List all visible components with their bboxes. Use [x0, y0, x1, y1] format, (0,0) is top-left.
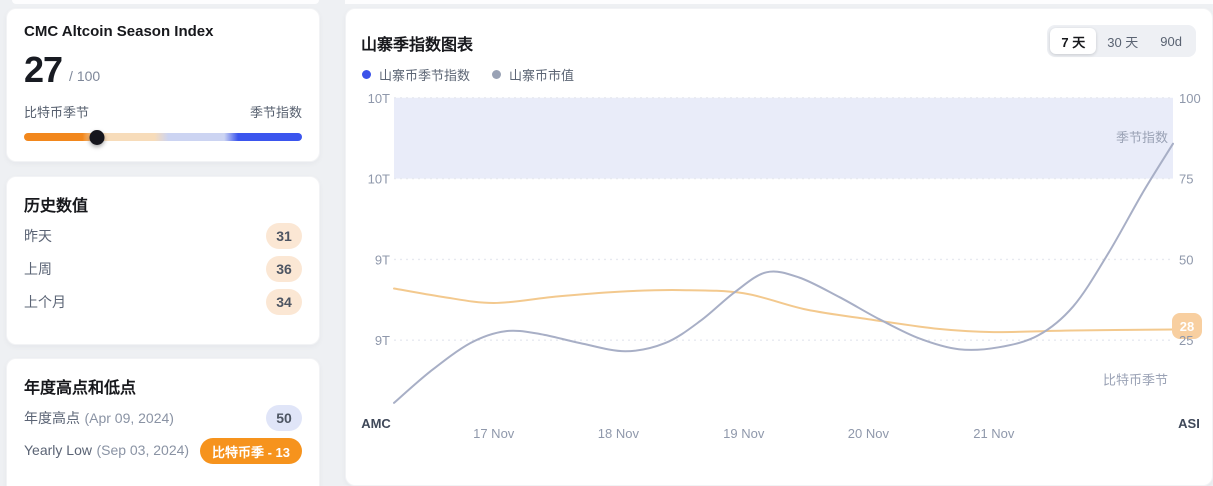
history-row-label: 昨天 [24, 228, 52, 244]
yearly-low-label: Yearly Low [24, 442, 92, 458]
season-gauge [24, 129, 302, 145]
x-axis-right-label: ASI [1178, 416, 1200, 431]
x-axis-tick: 18 Nov [598, 426, 640, 441]
yearly-low-row: Yearly Low (Sep 03, 2024) 比特币季 - 13 [24, 438, 302, 464]
gauge-indicator-dot [89, 129, 105, 145]
zone-label-bitcoin-season: 比特币季节 [1103, 373, 1168, 388]
left-axis-tick: 9T [375, 252, 390, 267]
yearly-high-badge: 50 [266, 405, 302, 431]
left-axis-tick: 10T [368, 172, 390, 187]
gauge-labels: 比特币季节 季节指数 [24, 102, 302, 121]
gauge-bar [24, 132, 302, 141]
legend-dot-gray [492, 70, 502, 79]
yearly-low-label-group: Yearly Low (Sep 03, 2024) [24, 442, 189, 460]
legend-dot-blue [362, 70, 371, 79]
legend-label: 山寨币市值 [509, 68, 575, 83]
series-line-market-cap [393, 142, 1174, 404]
altcoin-season-index-card: CMC Altcoin Season Index 27 / 100 比特币季节 … [6, 8, 320, 162]
yearly-high-label-group: 年度高点 (Apr 09, 2024) [24, 408, 174, 428]
legend-label: 山寨币季节指数 [379, 68, 471, 83]
index-value-row: 27 / 100 [24, 49, 302, 90]
history-row-last-month: 上个月 34 [24, 289, 302, 315]
range-button-7d[interactable]: 7 天 [1050, 28, 1097, 54]
x-axis-tick: 19 Nov [723, 426, 765, 441]
left-axis-tick: 10T [368, 91, 390, 106]
history-value-badge: 31 [266, 223, 302, 249]
season-index-chart-card: 山寨季指数图表 7 天 30 天 90d 山寨币季节指数 山寨币市值 28 季节指… [345, 8, 1213, 486]
yearly-range-title: 年度高点和低点 [24, 380, 137, 397]
history-value-badge: 34 [266, 289, 302, 315]
range-button-90d[interactable]: 90d [1149, 28, 1193, 54]
yearly-high-label: 年度高点 [24, 410, 80, 426]
series-line-season-index [393, 287, 1174, 334]
index-card-title: CMC Altcoin Season Index [24, 23, 214, 40]
chart-plot-area[interactable] [394, 97, 1173, 421]
range-button-30d[interactable]: 30 天 [1096, 28, 1149, 54]
history-value-badge: 36 [266, 256, 302, 282]
right-axis-tick: 100 [1179, 91, 1201, 106]
index-value: 27 [24, 49, 63, 90]
right-axis-tick: 75 [1179, 172, 1193, 187]
yearly-high-date: (Apr 09, 2024) [84, 410, 174, 426]
left-axis-tick: 9T [375, 333, 390, 348]
zone-label-season-index: 季节指数 [1116, 130, 1168, 145]
chart-title: 山寨季指数图表 [361, 37, 474, 54]
time-range-switch: 7 天 30 天 90d [1047, 25, 1196, 57]
right-axis-tick: 50 [1179, 252, 1193, 267]
chart-zone-season [394, 97, 1173, 179]
history-card: 历史数值 昨天 31 上周 36 上个月 34 [6, 176, 320, 345]
legend-item-season-index[interactable]: 山寨币季节指数 [362, 65, 470, 84]
cutoff-element-top-right [345, 0, 1213, 4]
yearly-low-date: (Sep 03, 2024) [96, 442, 190, 458]
current-value-badge [1172, 313, 1202, 339]
season-index-chart[interactable]: 28 季节指数比特币季节 100 10T 75 10T 50 9T 25 9T 17 Nov 18 N… [346, 9, 1213, 486]
x-axis-tick: 17 Nov [473, 426, 515, 441]
x-axis-tick: 20 Nov [848, 426, 890, 441]
history-row-label: 上周 [24, 261, 52, 277]
yearly-high-row: 年度高点 (Apr 09, 2024) 50 [24, 405, 302, 431]
yearly-range-card: 年度高点和低点 年度高点 (Apr 09, 2024) 50 Yearly Lo… [6, 358, 320, 486]
history-card-title: 历史数值 [24, 198, 89, 215]
x-axis-tick: 21 Nov [973, 426, 1015, 441]
x-axis-left-label: AMC [361, 416, 391, 431]
history-row-label: 上个月 [24, 294, 66, 310]
index-max-label: / 100 [69, 67, 101, 84]
current-value-badge-text: 28 [1180, 319, 1194, 334]
yearly-low-badge: 比特币季 - 13 [199, 438, 302, 464]
history-row-yesterday: 昨天 31 [24, 223, 302, 249]
chart-legend: 山寨币季节指数 山寨币市值 [362, 65, 574, 84]
history-row-last-week: 上周 36 [24, 256, 302, 282]
legend-item-market-cap[interactable]: 山寨币市值 [492, 65, 574, 84]
cutoff-element-top-left [12, 0, 319, 4]
gauge-label-bitcoin-season: 比特币季节 [24, 104, 90, 120]
gauge-label-season-index: 季节指数 [249, 104, 302, 120]
right-axis-tick: 25 [1179, 333, 1193, 348]
